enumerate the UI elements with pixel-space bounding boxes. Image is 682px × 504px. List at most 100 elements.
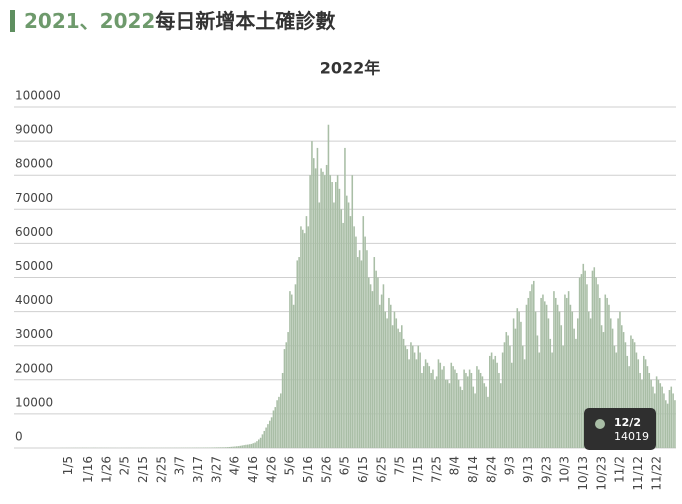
bar xyxy=(397,328,399,448)
bar xyxy=(608,304,610,448)
bar xyxy=(606,297,608,448)
bar xyxy=(329,175,332,448)
bar xyxy=(250,443,253,448)
bar xyxy=(518,311,520,448)
bar xyxy=(278,396,280,448)
bar xyxy=(604,294,607,448)
bar xyxy=(307,226,310,448)
bar xyxy=(239,445,242,448)
bar xyxy=(401,325,403,448)
bar xyxy=(384,311,387,448)
bar xyxy=(421,372,423,448)
bar xyxy=(619,311,621,448)
bar xyxy=(600,325,603,448)
x-tick-label: 7/5 xyxy=(393,456,407,475)
bar xyxy=(247,444,249,448)
bar xyxy=(512,318,515,448)
bar xyxy=(630,335,632,448)
bar xyxy=(424,359,427,448)
y-tick-label: 100000 xyxy=(15,89,61,103)
bar xyxy=(533,280,535,448)
bar xyxy=(452,366,454,448)
bar xyxy=(360,260,363,448)
x-tick-label: 5/6 xyxy=(283,456,297,475)
bar xyxy=(358,250,361,448)
bar xyxy=(443,366,445,448)
bar xyxy=(215,447,218,448)
bar xyxy=(430,372,432,448)
bar xyxy=(302,229,304,448)
bar xyxy=(236,446,238,448)
x-tick-label: 11/2 xyxy=(613,456,627,483)
tooltip-value: 14019 xyxy=(614,430,649,443)
bar xyxy=(522,345,524,448)
bar xyxy=(441,369,443,448)
bar xyxy=(672,393,674,448)
bar xyxy=(523,359,526,448)
bar xyxy=(313,158,315,448)
bar xyxy=(333,202,335,448)
bar xyxy=(573,328,575,448)
bar xyxy=(419,352,421,448)
bar xyxy=(586,284,588,448)
title-prefix: 2021、2022 xyxy=(24,9,155,33)
bar xyxy=(428,366,431,448)
bar xyxy=(481,376,484,448)
bar xyxy=(571,311,574,448)
bar xyxy=(595,277,597,448)
bar xyxy=(395,318,398,448)
bar xyxy=(258,439,260,448)
bar xyxy=(655,376,658,448)
bar xyxy=(338,188,341,448)
bar xyxy=(316,147,319,449)
bar xyxy=(237,446,240,448)
x-tick-label: 7/15 xyxy=(411,456,425,483)
bar xyxy=(314,168,317,448)
bar xyxy=(369,284,372,448)
bar xyxy=(644,359,647,448)
bar xyxy=(248,444,251,448)
bar xyxy=(450,362,453,448)
y-tick-label: 20000 xyxy=(15,361,53,375)
bar xyxy=(373,257,376,448)
bar xyxy=(674,400,676,448)
bar xyxy=(615,352,618,448)
bar xyxy=(439,362,442,448)
bar xyxy=(406,349,409,448)
bar xyxy=(589,318,592,448)
bar xyxy=(503,342,506,448)
bar xyxy=(646,366,649,448)
bar xyxy=(478,369,480,448)
bar xyxy=(219,447,222,448)
bar xyxy=(483,383,486,448)
x-tick-label: 3/17 xyxy=(191,456,205,483)
bar xyxy=(292,304,295,448)
bar xyxy=(463,369,465,448)
bar xyxy=(665,400,667,448)
bar xyxy=(578,277,581,448)
tooltip: 12/2 14019 xyxy=(584,408,656,450)
x-tick-label: 9/13 xyxy=(521,456,535,483)
bar xyxy=(318,202,321,448)
bar xyxy=(566,297,568,448)
bar xyxy=(474,393,476,448)
bar xyxy=(445,379,447,448)
bar xyxy=(588,311,590,448)
bar xyxy=(489,355,491,448)
bar xyxy=(380,294,383,448)
bar xyxy=(549,338,552,448)
bar xyxy=(613,345,616,448)
bar xyxy=(305,216,308,448)
bar xyxy=(593,267,596,448)
bar xyxy=(408,359,410,448)
bar xyxy=(602,332,605,448)
bar xyxy=(366,250,368,448)
bar xyxy=(375,270,377,448)
bar xyxy=(542,294,544,448)
bar xyxy=(289,291,291,448)
bar xyxy=(336,175,339,448)
bar xyxy=(410,342,412,448)
bar xyxy=(349,216,352,448)
bar xyxy=(610,318,612,448)
bar xyxy=(294,284,297,448)
